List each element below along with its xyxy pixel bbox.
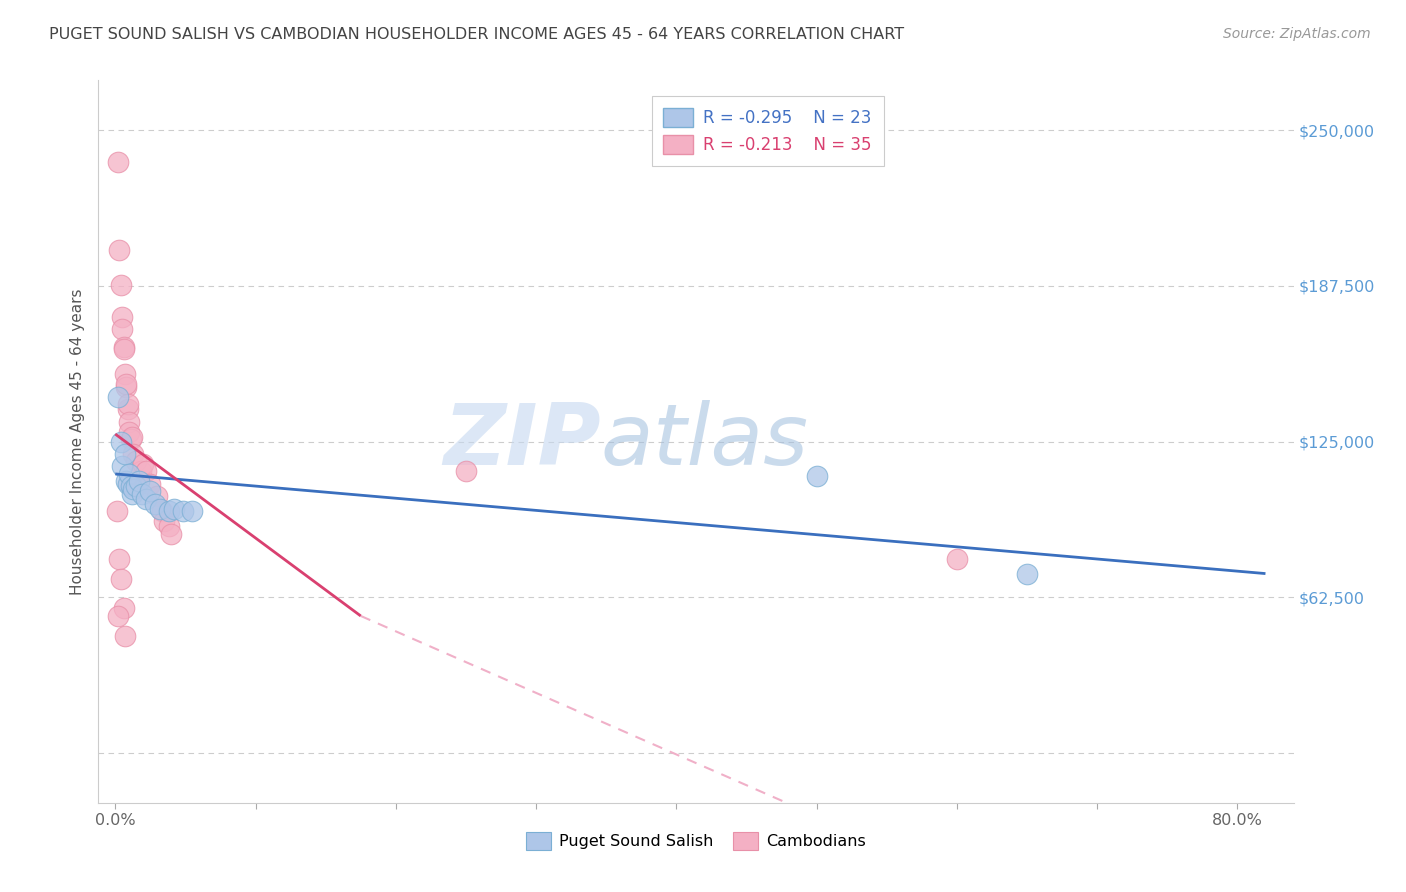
- Point: [125, 479, 148, 493]
- Text: Source: ZipAtlas.com: Source: ZipAtlas.com: [1223, 27, 1371, 41]
- Point: [110, 277, 132, 292]
- Point: [149, 501, 172, 516]
- Point: [121, 487, 143, 501]
- Point: [153, 514, 176, 528]
- Point: [110, 572, 132, 586]
- Point: [946, 551, 969, 566]
- Text: ZIP: ZIP: [443, 400, 600, 483]
- Point: [114, 629, 136, 643]
- Point: [139, 484, 162, 499]
- Point: [118, 415, 141, 429]
- Point: [111, 459, 134, 474]
- Point: [115, 377, 138, 392]
- Point: [128, 475, 150, 489]
- Text: atlas: atlas: [600, 400, 808, 483]
- Point: [172, 504, 194, 518]
- Point: [122, 447, 145, 461]
- Point: [135, 491, 157, 506]
- Point: [107, 155, 129, 169]
- Legend: Puget Sound Salish, Cambodians: Puget Sound Salish, Cambodians: [519, 826, 873, 856]
- Point: [139, 476, 162, 491]
- Point: [115, 475, 138, 489]
- Point: [120, 479, 142, 493]
- Point: [132, 457, 155, 471]
- Point: [111, 322, 134, 336]
- Point: [157, 504, 180, 518]
- Point: [143, 497, 166, 511]
- Point: [157, 519, 180, 533]
- Point: [122, 482, 145, 496]
- Point: [112, 340, 135, 354]
- Point: [112, 343, 135, 357]
- Point: [131, 487, 153, 501]
- Point: [454, 465, 477, 479]
- Point: [120, 432, 142, 446]
- Point: [135, 465, 157, 479]
- Point: [114, 368, 136, 382]
- Point: [105, 504, 128, 518]
- Y-axis label: Householder Income Ages 45 - 64 years: Householder Income Ages 45 - 64 years: [70, 288, 86, 595]
- Point: [107, 609, 129, 624]
- Point: [108, 243, 131, 257]
- Point: [115, 380, 138, 394]
- Point: [111, 310, 134, 324]
- Point: [114, 447, 136, 461]
- Point: [121, 429, 143, 443]
- Point: [108, 551, 131, 566]
- Text: PUGET SOUND SALISH VS CAMBODIAN HOUSEHOLDER INCOME AGES 45 - 64 YEARS CORRELATIO: PUGET SOUND SALISH VS CAMBODIAN HOUSEHOL…: [49, 27, 904, 42]
- Point: [1015, 566, 1038, 581]
- Point: [150, 504, 173, 518]
- Point: [112, 601, 135, 615]
- Point: [117, 402, 139, 417]
- Point: [117, 397, 139, 411]
- Point: [107, 390, 129, 404]
- Point: [118, 467, 141, 481]
- Point: [160, 526, 183, 541]
- Point: [117, 476, 139, 491]
- Point: [181, 504, 204, 518]
- Point: [129, 465, 152, 479]
- Point: [118, 425, 141, 439]
- Point: [146, 489, 169, 503]
- Point: [125, 454, 148, 468]
- Point: [163, 501, 186, 516]
- Point: [110, 434, 132, 449]
- Point: [806, 469, 828, 483]
